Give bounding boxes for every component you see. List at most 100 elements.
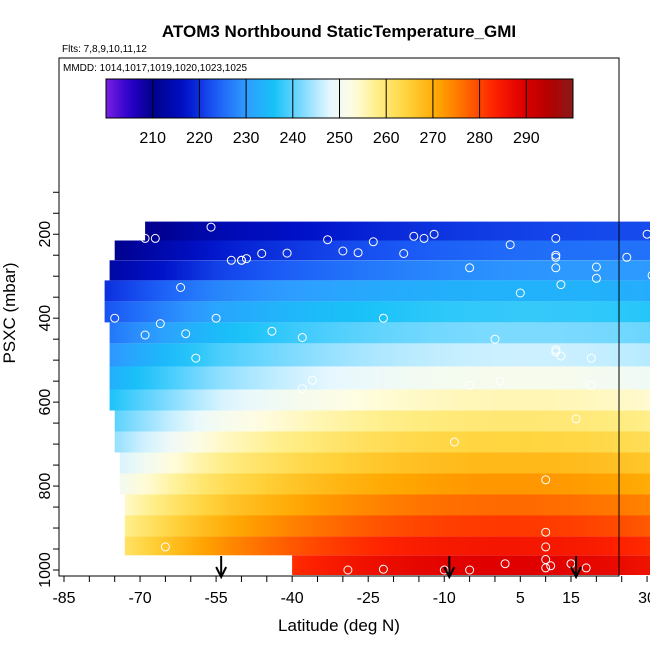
sample-point — [181, 329, 191, 339]
sample-point — [211, 313, 221, 323]
heatmap-band — [114, 410, 650, 432]
y-axis-label: PSXC (mbar) — [0, 262, 19, 363]
latitude-arrow — [215, 556, 228, 580]
sample-point — [160, 542, 170, 552]
sample-point — [277, 565, 287, 575]
sample-point — [59, 283, 69, 293]
sample-point — [465, 565, 475, 575]
sample-point — [551, 250, 561, 260]
colorbar-tick-label: 270 — [420, 130, 447, 147]
x-tick-label: 30 — [638, 590, 650, 607]
heatmap-band — [109, 260, 650, 281]
x-tick-label: -25 — [357, 590, 380, 607]
sample-point — [642, 229, 650, 239]
x-tick-label: -40 — [281, 590, 304, 607]
sample-point — [323, 235, 333, 245]
y-tick-label: 400 — [37, 305, 54, 332]
sample-point — [546, 561, 556, 571]
sample-point — [399, 249, 409, 258]
sample-point — [551, 263, 561, 273]
sample-point — [343, 565, 353, 575]
sample-point — [419, 233, 429, 243]
sample-point — [505, 240, 515, 250]
colorbar-tick-label: 230 — [233, 130, 260, 147]
heatmap-band — [109, 366, 650, 390]
sample-point — [429, 229, 439, 239]
heatmap-band — [119, 452, 650, 474]
heatmap-band — [109, 322, 650, 344]
sample-point — [206, 222, 216, 232]
x-tick-label: 15 — [562, 590, 580, 607]
heatmap-band — [292, 555, 650, 575]
sample-point — [74, 236, 84, 245]
sample-point — [541, 475, 551, 485]
sample-point — [551, 252, 561, 262]
colorbar-tick-label: 290 — [513, 130, 540, 147]
sample-point — [297, 333, 307, 342]
sample-point — [541, 563, 551, 573]
colorbar-tick-label: 250 — [326, 130, 353, 147]
sample-point — [307, 375, 317, 385]
sample-point — [586, 380, 596, 390]
heatmap-band — [145, 221, 650, 241]
heatmap-band — [104, 280, 650, 302]
y-axis: 200 400 600 800 1000 — [37, 191, 59, 588]
colorbar-tick-label: 220 — [186, 130, 213, 147]
x-tick-label: -85 — [52, 590, 75, 607]
sample-point — [140, 330, 150, 340]
chart-title: ATOM3 Northbound StaticTemperature_GMI — [162, 22, 516, 41]
sample-point — [353, 248, 363, 258]
sample-point — [556, 351, 566, 361]
sample-point — [465, 263, 475, 273]
sample-point — [647, 271, 650, 280]
flights-label: Flts: 7,8,9,10,11,12 — [62, 44, 147, 55]
x-tick-label: -10 — [433, 590, 456, 607]
dates-label: MMDD: 1014,1017,1019,1020,1023,1025 — [63, 63, 247, 74]
sample-point — [622, 252, 632, 262]
sample-point — [378, 313, 388, 323]
sample-point — [409, 231, 419, 241]
sample-point — [100, 354, 110, 363]
heatmap-band — [114, 431, 650, 453]
x-axis-label: Latitude (deg N) — [278, 616, 400, 635]
sample-point — [140, 233, 150, 243]
sample-point — [586, 353, 596, 363]
x-tick-label: 5 — [516, 590, 525, 607]
heatmap-band — [119, 473, 650, 495]
sample-point — [465, 380, 475, 390]
colorbar-tick-label: 210 — [139, 130, 166, 147]
sample-point — [541, 542, 551, 552]
plot-frame — [58, 57, 620, 577]
colorbar-tick-label: 280 — [466, 130, 493, 147]
heatmap-band — [124, 494, 650, 516]
sample-point — [551, 345, 561, 355]
colorbar: 210 220 230 240 250 260 270 280 290 — [105, 78, 574, 147]
sample-point — [591, 262, 601, 272]
sample-point — [556, 280, 566, 290]
heatmap-band — [109, 343, 650, 367]
latitude-arrow — [443, 556, 456, 580]
y-tick-label: 600 — [37, 389, 54, 416]
colorbar-tick-label: 240 — [279, 130, 306, 147]
sample-point — [191, 353, 201, 363]
y-tick-label: 1000 — [37, 552, 54, 588]
y-tick-label: 200 — [37, 221, 54, 248]
y-tick-label: 800 — [37, 473, 54, 500]
sample-point — [338, 246, 348, 256]
sample-point — [439, 565, 449, 575]
sample-point — [176, 283, 186, 292]
heatmap-band — [109, 389, 650, 411]
latitude-arrow — [570, 556, 582, 580]
sample-point — [110, 313, 120, 323]
heatmap-band — [104, 301, 650, 323]
sample-point — [541, 527, 551, 537]
sample-point — [515, 288, 525, 298]
sample-point — [571, 414, 581, 424]
heatmap-band — [114, 240, 650, 261]
sample-point — [591, 273, 601, 283]
x-axis: -85-70-55-40-25-1051530456075 — [52, 576, 650, 607]
sample-point — [150, 233, 160, 243]
sample-points-layer — [59, 222, 650, 575]
colorbar-tick-label: 260 — [373, 130, 400, 147]
